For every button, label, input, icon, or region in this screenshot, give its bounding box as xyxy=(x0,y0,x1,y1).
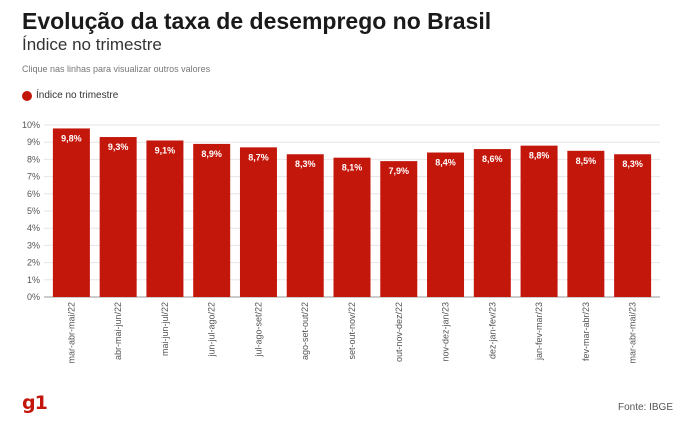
bar-value-label: 8,6% xyxy=(482,154,503,164)
bar-value-label: 9,8% xyxy=(61,133,82,143)
bar[interactable] xyxy=(239,147,277,297)
bar-value-label: 8,7% xyxy=(248,152,269,162)
x-tick-label: fev-mar-abr/23 xyxy=(581,302,591,361)
y-tick-label: 0% xyxy=(27,292,40,302)
legend-label: Índice no trimestre xyxy=(36,90,119,101)
bar[interactable] xyxy=(520,145,558,297)
bar-value-label: 7,9% xyxy=(389,166,410,176)
y-tick-label: 9% xyxy=(27,137,40,147)
x-tick-label: nov-dez-jan/23 xyxy=(441,302,451,362)
chart-title: Evolução da taxa de desemprego no Brasil xyxy=(22,8,492,34)
x-tick-label: dez-jan-fev/23 xyxy=(487,302,497,359)
bar-value-label: 8,3% xyxy=(622,159,643,169)
x-tick-label: mai-jun-jul/22 xyxy=(160,302,170,356)
bar-value-label: 8,9% xyxy=(201,149,222,159)
bar-value-label: 8,4% xyxy=(435,158,456,168)
y-tick-label: 6% xyxy=(27,189,40,199)
legend-swatch xyxy=(22,90,32,101)
y-tick-label: 3% xyxy=(27,240,40,250)
legend[interactable]: Índice no trimestre xyxy=(22,90,118,101)
source-note: Fonte: IBGE xyxy=(617,402,673,413)
y-tick-label: 10% xyxy=(22,120,40,130)
x-tick-label: mar-abr-mai/22 xyxy=(66,302,76,364)
bar-value-label: 8,5% xyxy=(576,156,597,166)
x-tick-label: jul-ago-set/22 xyxy=(253,302,263,358)
g1-logo: g1 xyxy=(22,392,48,414)
bar-value-label: 9,3% xyxy=(108,142,129,152)
bar[interactable] xyxy=(52,128,90,297)
bar-value-label: 8,1% xyxy=(342,163,363,173)
x-tick-label: jan-fev-mar/23 xyxy=(534,302,544,361)
y-tick-label: 8% xyxy=(27,154,40,164)
bar-value-label: 9,1% xyxy=(155,145,176,155)
x-tick-label: out-nov-dez/22 xyxy=(394,302,404,362)
y-tick-label: 7% xyxy=(27,172,40,182)
y-tick-label: 2% xyxy=(27,258,40,268)
x-tick-label: abr-mai-jun/22 xyxy=(113,302,123,360)
bar[interactable] xyxy=(473,149,511,297)
bar[interactable] xyxy=(567,150,605,297)
bar[interactable] xyxy=(333,157,371,297)
bar[interactable] xyxy=(193,143,231,297)
y-tick-label: 1% xyxy=(27,275,40,285)
x-tick-label: set-out-nov/22 xyxy=(347,302,357,360)
y-tick-label: 4% xyxy=(27,223,40,233)
bar[interactable] xyxy=(380,161,418,297)
x-tick-label: ago-set-out/22 xyxy=(300,302,310,360)
x-tick-label: mar-abr-mai/23 xyxy=(628,302,638,364)
bar-value-label: 8,3% xyxy=(295,159,316,169)
bar[interactable] xyxy=(614,154,652,297)
bar[interactable] xyxy=(146,140,184,297)
bar-chart: 0% 1% 2% 3% 4% 5% 6% 7% 8% 9% 10% 9,8% mar-abr-mai/2… xyxy=(22,120,660,364)
bar[interactable] xyxy=(286,154,324,297)
y-tick-label: 5% xyxy=(27,206,40,216)
chart-hint: Clique nas linhas para visualizar outros… xyxy=(22,64,211,74)
chart-subtitle: Índice no trimestre xyxy=(22,35,162,54)
x-tick-label: jun-jul-ago/22 xyxy=(207,302,217,358)
bar[interactable] xyxy=(99,137,137,297)
bar[interactable] xyxy=(427,152,465,297)
bar-value-label: 8,8% xyxy=(529,151,550,161)
